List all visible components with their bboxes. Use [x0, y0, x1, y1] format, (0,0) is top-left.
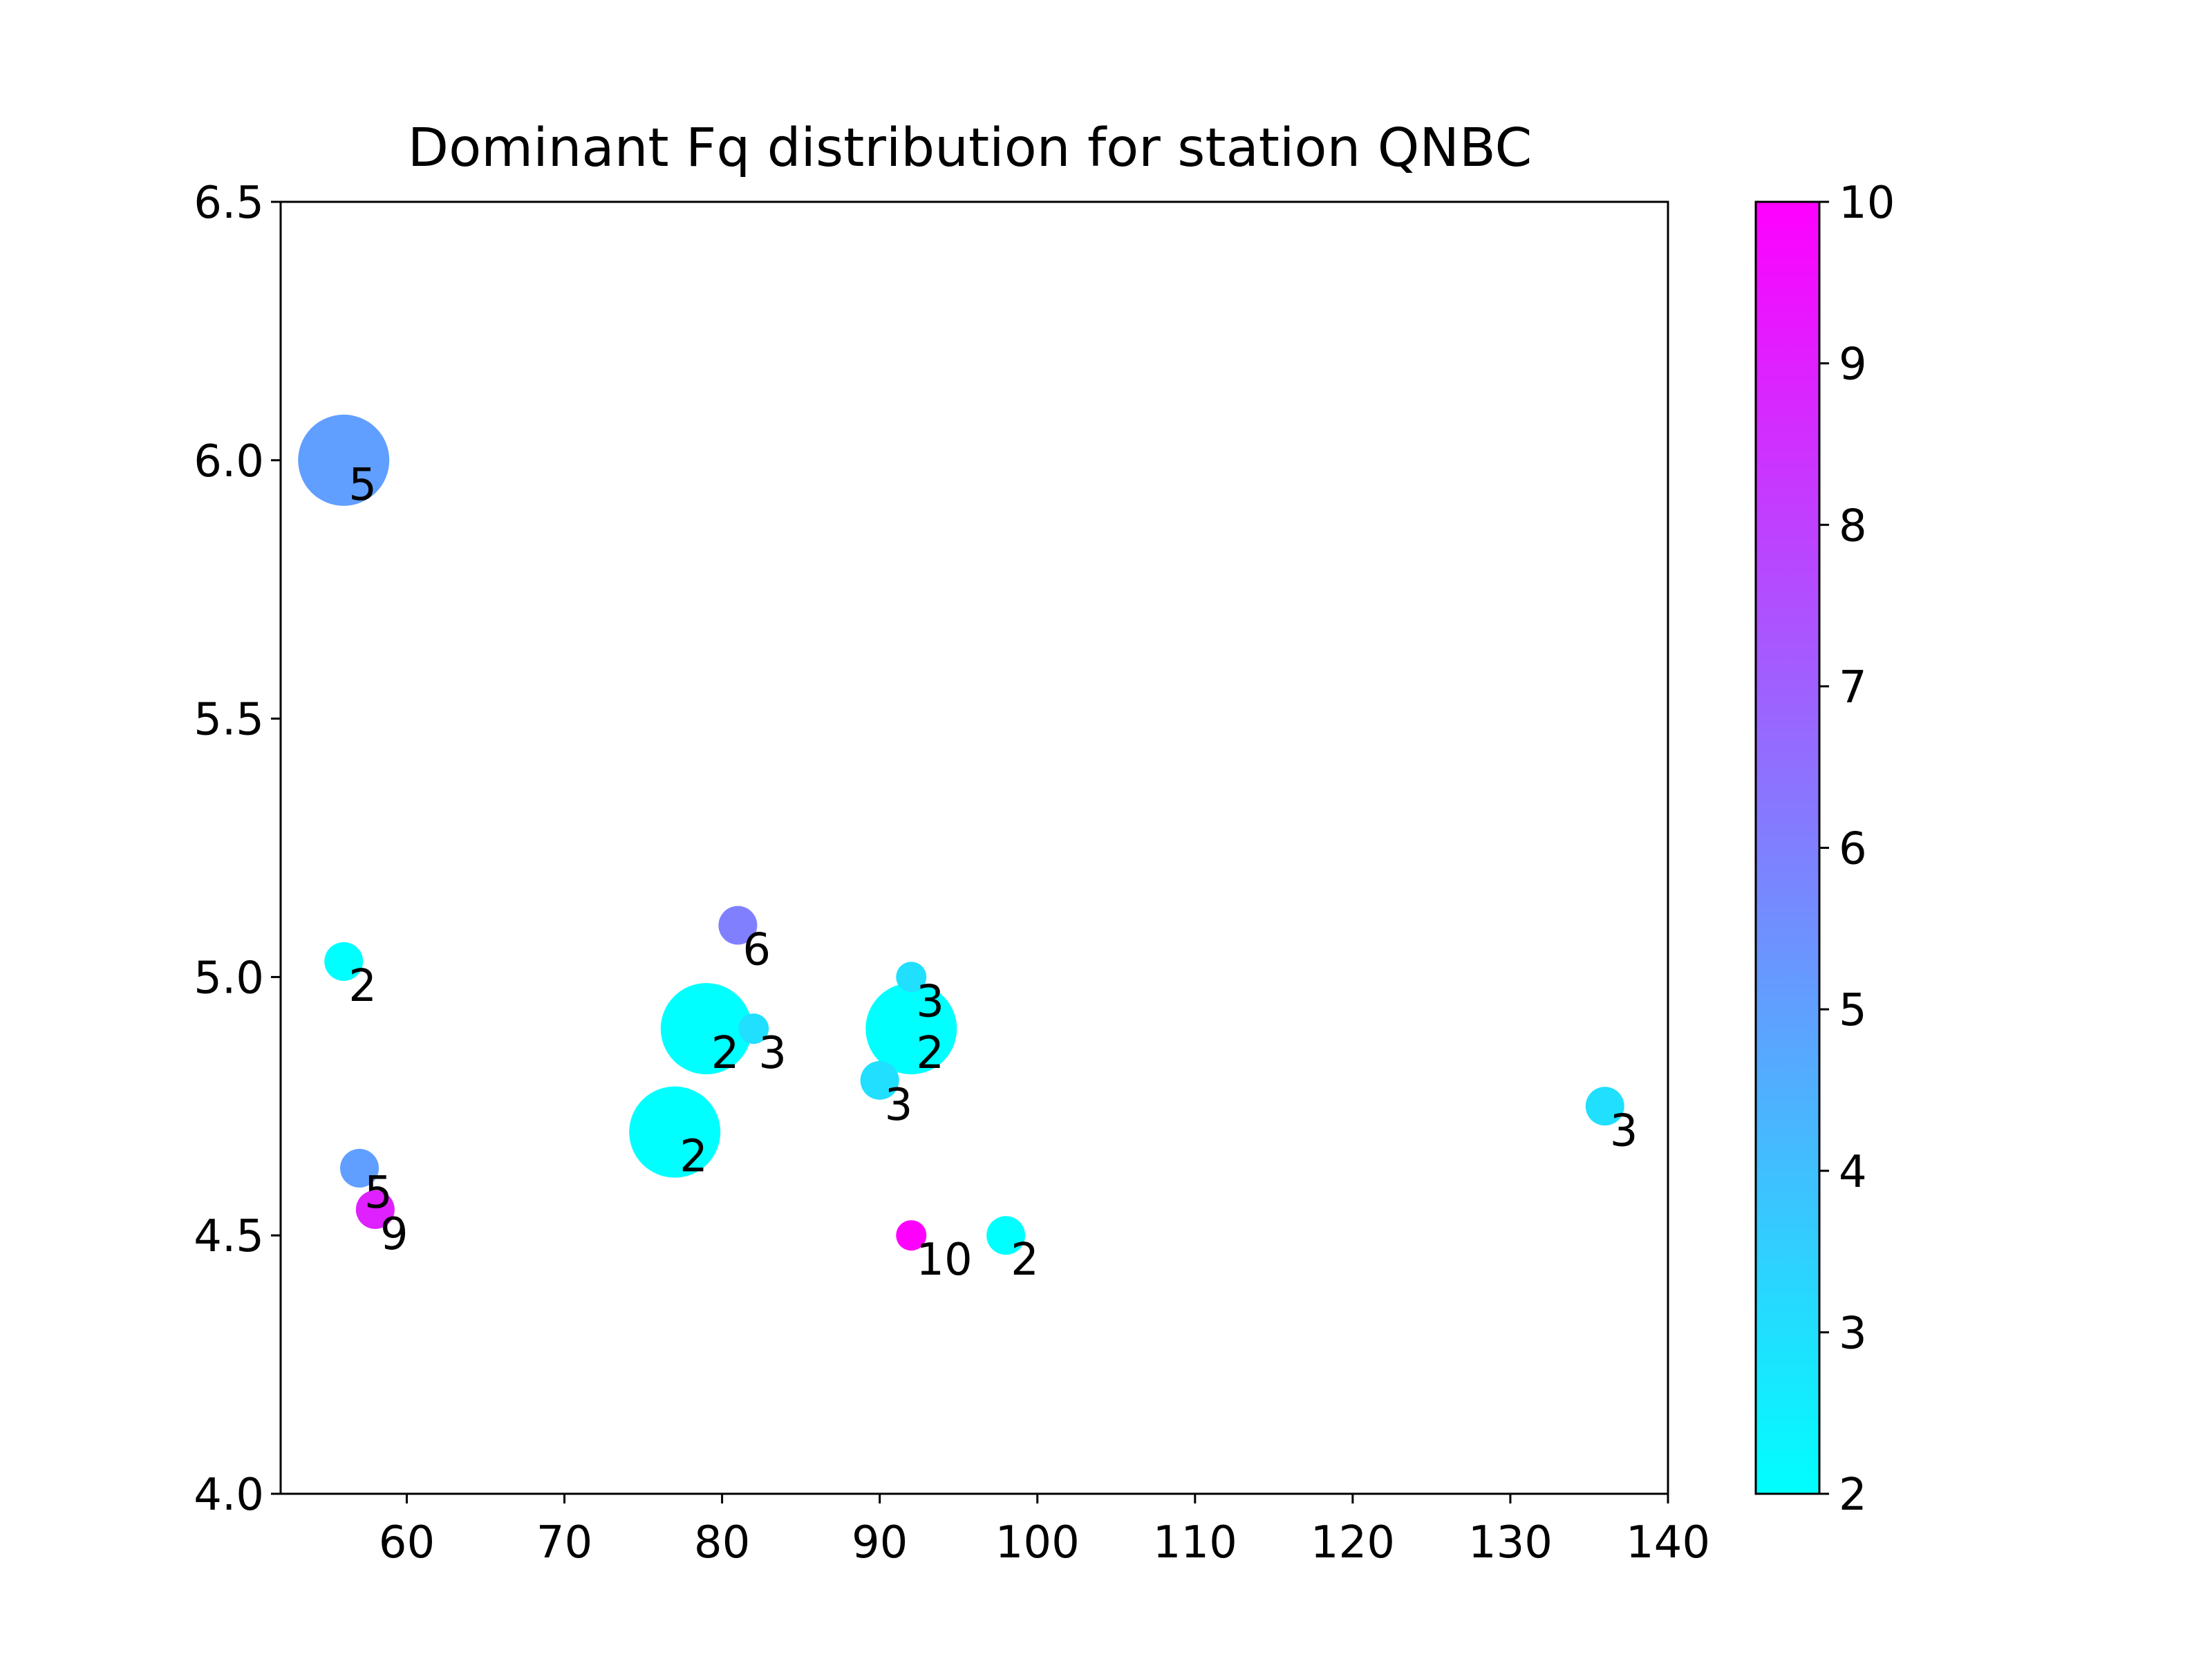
data-point	[718, 906, 758, 945]
data-point	[896, 1220, 927, 1251]
data-point	[324, 941, 364, 981]
data-point	[629, 1086, 721, 1178]
data-point	[1585, 1087, 1624, 1126]
y-tick-label: 5.5	[194, 695, 264, 746]
colorbar-gradient	[1756, 202, 1819, 1494]
data-point-label: 2	[1011, 1235, 1039, 1286]
colorbar-tick-label: 6	[1839, 824, 1867, 875]
data-point-label: 3	[916, 976, 944, 1027]
x-tick-label: 80	[694, 1517, 750, 1568]
colorbar-tick-label: 8	[1839, 500, 1867, 552]
y-tick-label: 5.0	[194, 953, 264, 1004]
x-tick-label: 60	[379, 1517, 435, 1568]
data-point-label: 10	[916, 1235, 972, 1286]
data-point	[355, 1190, 395, 1229]
data-point-label: 2	[916, 1028, 944, 1079]
data-point	[660, 983, 752, 1075]
data-point	[738, 1013, 769, 1044]
data-point-label: 6	[742, 925, 771, 976]
data-point	[896, 962, 927, 993]
y-tick-label: 4.0	[194, 1470, 264, 1521]
plot-frame	[279, 200, 1669, 1495]
data-point-label: 3	[1610, 1105, 1638, 1156]
data-point-label: 3	[758, 1028, 787, 1079]
y-tick-label: 6.0	[194, 436, 264, 487]
x-tick-label: 120	[1311, 1517, 1395, 1568]
data-point	[986, 1216, 1026, 1255]
colorbar-tick-label: 9	[1839, 339, 1867, 391]
data-point	[340, 1149, 379, 1188]
x-tick-label: 100	[995, 1517, 1080, 1568]
colorbar-tick-label: 7	[1839, 662, 1867, 713]
x-tick-label: 70	[536, 1517, 592, 1568]
colorbar-ticks: 2 3 4 5 6 7 8 9 10	[1819, 178, 1895, 1521]
data-point	[298, 414, 390, 506]
colorbar-tick-label: 3	[1839, 1308, 1867, 1359]
y-axis: 4.0 4.5 5.0 5.5 6.0 6.5	[194, 178, 281, 1521]
colorbar-tick-label: 5	[1839, 985, 1867, 1036]
x-tick-label: 90	[852, 1517, 908, 1568]
colorbar-tick-label: 2	[1839, 1470, 1867, 1521]
points-layer	[298, 414, 1624, 1255]
colorbar-tick-label: 10	[1839, 178, 1895, 229]
x-tick-label: 130	[1468, 1517, 1553, 1568]
x-tick-label: 140	[1626, 1517, 1710, 1568]
x-tick-label: 110	[1153, 1517, 1237, 1568]
chart-title: Dominant Fq distribution for station QNB…	[408, 118, 1532, 179]
y-tick-label: 6.5	[194, 178, 264, 229]
data-point-label: 2	[348, 961, 377, 1012]
data-point-label: 9	[380, 1209, 409, 1260]
data-point	[865, 983, 957, 1075]
data-point	[860, 1060, 899, 1100]
data-point-label: 5	[348, 460, 377, 511]
colorbar: 2 3 4 5 6 7 8 9 10	[1754, 178, 1895, 1521]
data-point-label: 5	[364, 1168, 393, 1219]
data-point-label: 3	[885, 1080, 913, 1131]
x-axis: 60 70 80 90 100 110 120 130 140	[379, 1494, 1710, 1568]
y-tick-label: 4.5	[194, 1211, 264, 1262]
data-point-label: 2	[679, 1132, 708, 1183]
colorbar-tick-label: 4	[1839, 1147, 1867, 1198]
data-point-label: 2	[711, 1028, 740, 1079]
